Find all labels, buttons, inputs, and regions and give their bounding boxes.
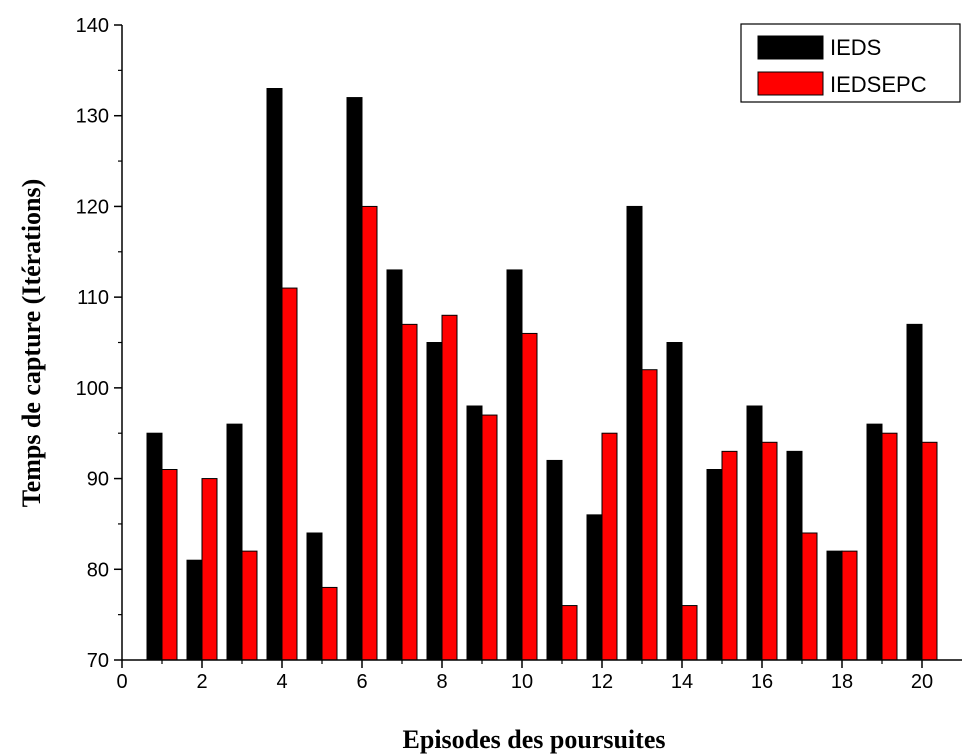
legend-swatch-iedsepc [757,71,824,96]
bar-ieds-6 [346,97,363,661]
x-tick-label-16: 16 [751,671,773,693]
bar-iedsepc-6 [361,205,378,661]
bar-ieds-13 [626,205,643,661]
bar-iedsepc-17 [801,532,818,661]
bar-iedsepc-10 [521,332,538,661]
bar-ieds-14 [666,342,683,661]
bar-ieds-3 [226,423,243,661]
bar-iedsepc-5 [321,586,338,661]
legend-swatch-ieds [757,35,824,60]
y-tick-label-110: 110 [77,287,109,309]
bar-iedsepc-19 [881,432,898,661]
x-tick-label-20: 20 [911,671,933,693]
bar-iedsepc-11 [561,605,578,661]
legend-label-ieds: IEDS [830,35,881,60]
y-axis-title: Temps de capture (Itérations) [17,179,46,508]
x-tick-label-18: 18 [831,671,853,693]
bar-iedsepc-14 [681,605,698,661]
bar-ieds-18 [826,550,843,661]
bar-iedsepc-1 [161,469,178,661]
bar-iedsepc-12 [601,432,618,661]
y-tick-label-70: 70 [87,650,109,672]
bar-ieds-10 [506,269,523,661]
bar-iedsepc-3 [241,550,258,661]
bar-ieds-4 [266,88,283,661]
bar-iedsepc-18 [841,550,858,661]
bar-iedsepc-16 [761,441,778,661]
bar-iedsepc-2 [201,478,218,661]
bar-ieds-9 [466,405,483,661]
bar-ieds-5 [306,532,323,661]
bars-layer [146,88,938,661]
bar-ieds-11 [546,459,563,661]
y-tick-label-140: 140 [76,15,109,37]
y-tick-label-130: 130 [76,106,109,128]
bar-ieds-17 [786,450,803,661]
bar-iedsepc-13 [641,369,658,661]
legend-label-iedsepc: IEDSEPC [830,72,927,97]
bar-ieds-8 [426,342,443,661]
bar-iedsepc-15 [721,450,738,661]
bar-ieds-7 [386,269,403,661]
y-tick-label-100: 100 [76,378,109,400]
bar-ieds-12 [586,514,603,661]
x-tick-label-12: 12 [591,671,613,693]
bar-iedsepc-4 [281,287,298,661]
x-tick-label-8: 8 [436,671,447,693]
x-tick-label-14: 14 [671,671,693,693]
bar-iedsepc-20 [921,441,938,661]
bar-iedsepc-7 [401,323,418,661]
x-tick-label-2: 2 [196,671,207,693]
bar-ieds-19 [866,423,883,661]
y-tick-label-80: 80 [87,559,109,581]
bar-ieds-20 [906,323,923,661]
bar-ieds-1 [146,432,163,661]
y-tick-label-90: 90 [87,469,109,491]
x-tick-label-10: 10 [511,671,533,693]
x-tick-label-0: 0 [116,671,127,693]
legend: IEDS IEDSEPC [740,23,961,103]
y-tick-label-120: 120 [76,196,109,218]
x-axis-title: Episodes des poursuites [403,725,666,754]
bar-ieds-2 [186,559,203,661]
bar-ieds-15 [706,469,723,661]
x-tick-label-6: 6 [356,671,367,693]
bar-ieds-16 [746,405,763,661]
ticks-layer: 70 80 90 100 110 120 130 140 0 2 4 6 8 10 12 14 16 18 20 [76,15,934,693]
bar-iedsepc-9 [481,414,498,661]
x-tick-label-4: 4 [276,671,287,693]
bar-iedsepc-8 [441,314,458,661]
